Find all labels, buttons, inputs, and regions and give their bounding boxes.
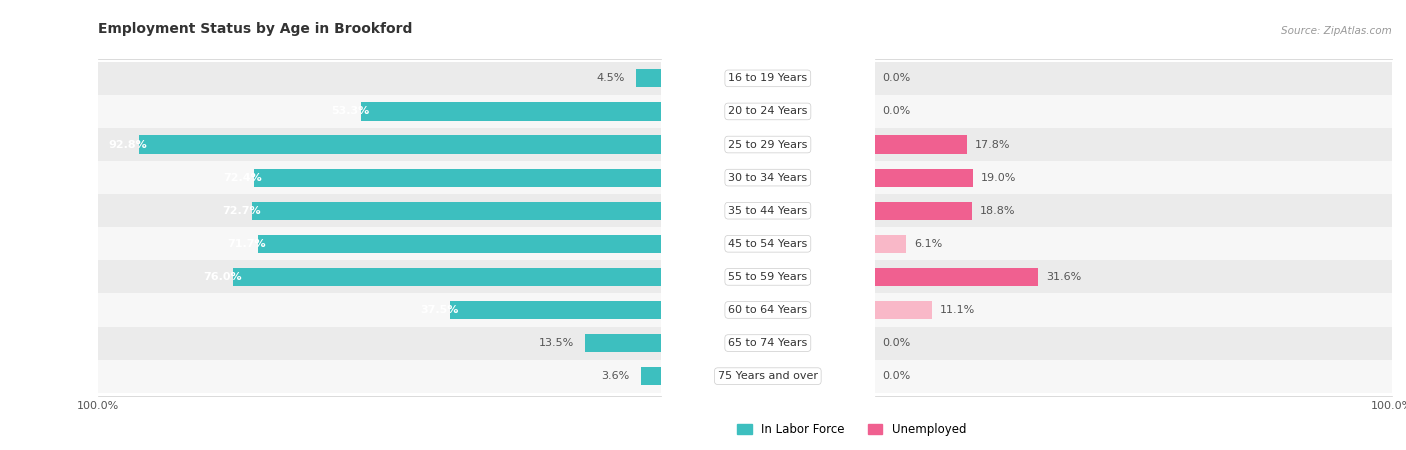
Bar	[357, 128, 1392, 161]
Bar	[233, 268, 661, 286]
Text: 0.0%: 0.0%	[883, 371, 911, 381]
Bar	[357, 227, 1392, 261]
Bar	[98, 360, 1223, 393]
Text: 45 to 54 Years: 45 to 54 Years	[728, 239, 807, 249]
Text: 37.5%: 37.5%	[420, 305, 458, 315]
Bar	[875, 168, 973, 187]
Legend: In Labor Force, Unemployed: In Labor Force, Unemployed	[733, 418, 972, 441]
Bar	[357, 261, 1392, 293]
Bar	[357, 95, 1392, 128]
Text: 6.1%: 6.1%	[914, 239, 942, 249]
Text: 60 to 64 Years: 60 to 64 Years	[728, 305, 807, 315]
Bar	[357, 327, 1392, 360]
Bar	[357, 161, 1392, 194]
Text: 55 to 59 Years: 55 to 59 Years	[728, 272, 807, 282]
Text: 0.0%: 0.0%	[883, 107, 911, 117]
Bar	[875, 301, 932, 319]
Bar	[98, 62, 1223, 95]
Text: 13.5%: 13.5%	[538, 338, 574, 348]
Text: 53.3%: 53.3%	[332, 107, 370, 117]
Text: 0.0%: 0.0%	[883, 338, 911, 348]
Bar	[98, 95, 1223, 128]
Bar	[252, 202, 661, 220]
Text: Source: ZipAtlas.com: Source: ZipAtlas.com	[1281, 26, 1392, 36]
Bar	[875, 235, 905, 253]
Bar	[357, 194, 1392, 227]
Bar	[450, 301, 661, 319]
Bar	[139, 135, 661, 153]
Text: 76.0%: 76.0%	[204, 272, 242, 282]
Bar	[98, 327, 1223, 360]
Text: 25 to 29 Years: 25 to 29 Years	[728, 140, 807, 149]
Text: Employment Status by Age in Brookford: Employment Status by Age in Brookford	[98, 22, 413, 36]
Bar	[641, 367, 661, 385]
Text: 17.8%: 17.8%	[974, 140, 1010, 149]
Bar	[875, 202, 972, 220]
Bar	[636, 69, 661, 87]
Text: 11.1%: 11.1%	[939, 305, 974, 315]
Bar	[98, 128, 1223, 161]
Bar	[253, 168, 661, 187]
Text: 65 to 74 Years: 65 to 74 Years	[728, 338, 807, 348]
Bar	[98, 261, 1223, 293]
Text: 71.7%: 71.7%	[228, 239, 266, 249]
Text: 75 Years and over: 75 Years and over	[718, 371, 818, 381]
Bar	[257, 235, 661, 253]
Text: 0.0%: 0.0%	[883, 73, 911, 83]
Text: 19.0%: 19.0%	[980, 173, 1017, 183]
Bar	[585, 334, 661, 352]
Text: 72.4%: 72.4%	[224, 173, 262, 183]
Text: 16 to 19 Years: 16 to 19 Years	[728, 73, 807, 83]
Text: 31.6%: 31.6%	[1046, 272, 1081, 282]
Text: 30 to 34 Years: 30 to 34 Years	[728, 173, 807, 183]
Bar	[98, 161, 1223, 194]
Bar	[361, 102, 661, 121]
Bar	[357, 360, 1392, 393]
Bar	[875, 135, 967, 153]
Text: 92.8%: 92.8%	[108, 140, 148, 149]
Bar	[357, 62, 1392, 95]
Text: 35 to 44 Years: 35 to 44 Years	[728, 206, 807, 216]
Text: 3.6%: 3.6%	[602, 371, 630, 381]
Bar	[357, 293, 1392, 327]
Bar	[98, 194, 1223, 227]
Text: 72.7%: 72.7%	[222, 206, 260, 216]
Bar	[98, 293, 1223, 327]
Text: 20 to 24 Years: 20 to 24 Years	[728, 107, 807, 117]
Text: 4.5%: 4.5%	[596, 73, 624, 83]
Bar	[875, 268, 1038, 286]
Text: 18.8%: 18.8%	[980, 206, 1015, 216]
Bar	[98, 227, 1223, 261]
